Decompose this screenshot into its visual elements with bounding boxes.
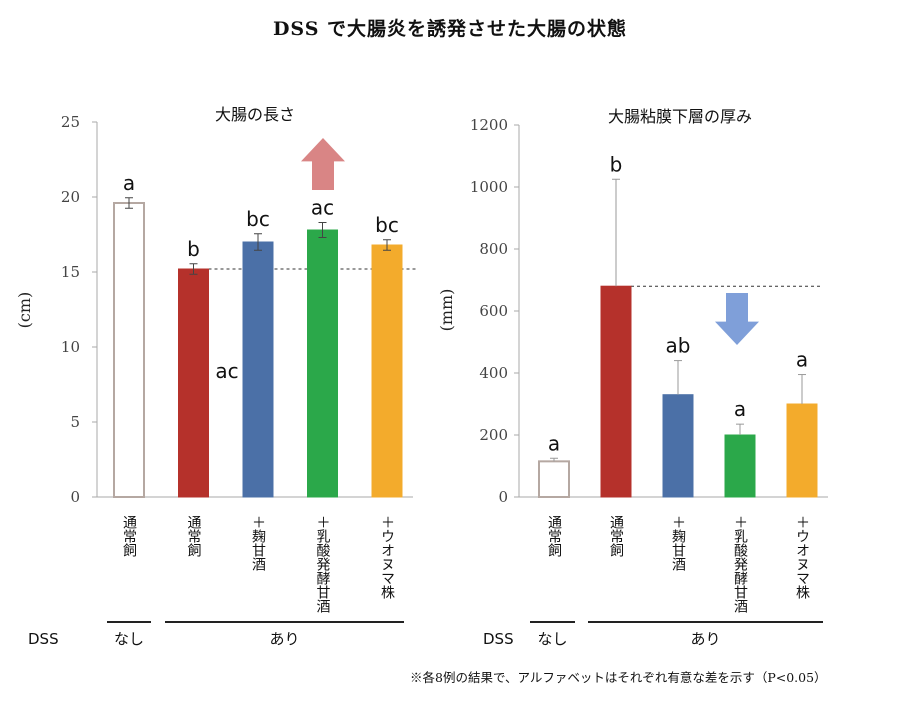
chart1-significance-label: ac	[311, 196, 334, 220]
chart2-bar	[538, 460, 570, 499]
chart2-bar	[662, 394, 694, 498]
chart2-down-arrow	[715, 293, 759, 345]
chart2-tick-label: 600	[479, 302, 508, 320]
chart2-significance-label: b	[610, 152, 623, 176]
chart1-tick-label: 20	[61, 188, 80, 206]
chart1-significance-label: bc	[375, 213, 399, 237]
chart2-tick-label: 0	[498, 488, 508, 506]
chart2-y-axis-label: (mm)	[437, 289, 456, 332]
chart1-up-arrow	[301, 138, 345, 190]
chart2-group-yes-label: あり	[690, 630, 720, 648]
chart1-group-yes-label: あり	[269, 630, 299, 648]
chart2-dss-label: DSS	[483, 630, 514, 648]
chart2-significance-label: ab	[666, 334, 691, 358]
chart1-bar	[307, 229, 338, 498]
chart1-tick-label: 25	[61, 113, 80, 131]
chart2-significance-label: a	[796, 348, 808, 372]
chart1-significance-label: b	[187, 237, 200, 261]
chart2-bar	[786, 403, 818, 498]
chart1-category-label: 通常飼	[121, 515, 137, 558]
footnote: ※各8例の結果で、アルファベットはそれぞれ有意な差を示す（P<0.05）	[410, 670, 827, 685]
chart2-tick-label: 800	[479, 240, 508, 258]
chart1-category-label: 通常飼	[186, 515, 202, 558]
chart1-bar	[242, 241, 274, 498]
chart1-tick-label: 15	[61, 263, 80, 281]
chart2-title: 大腸粘膜下層の厚み	[608, 107, 752, 126]
chart2-tick-label: 400	[479, 364, 508, 382]
chart1-significance-label: bc	[246, 207, 270, 231]
chart1-bar	[371, 244, 403, 498]
chart1-bar	[178, 268, 209, 498]
chart2-bar	[600, 285, 632, 498]
chart1-extra-annotation: ac	[215, 359, 238, 383]
chart1-tick-label: 0	[70, 488, 80, 506]
chart2-category-label: ＋ウオヌマ株	[794, 515, 810, 599]
chart2-significance-label: a	[548, 431, 560, 455]
chart1-group-none-label: なし	[114, 630, 144, 648]
page-title: DSS で大腸炎を誘発させた大腸の状態	[272, 18, 628, 40]
chart2-category-label: 通常飼	[546, 515, 562, 558]
chart2-bar	[724, 434, 756, 498]
chart1-category-label: ＋麹甘酒	[250, 515, 266, 571]
chart1-title: 大腸の長さ	[215, 105, 295, 124]
chart2-tick-label: 1200	[470, 116, 508, 134]
chart1-tick-label: 10	[61, 338, 80, 356]
chart1-y-axis-label: (cm)	[15, 292, 34, 329]
chart2-group-none-label: なし	[537, 630, 567, 648]
chart2-tick-label: 1000	[470, 178, 508, 196]
chart2-category-label: 通常飼	[608, 515, 624, 558]
chart2-category-label: ＋麹甘酒	[670, 515, 686, 571]
chart1-category-label: ＋ウオヌマ株	[379, 515, 395, 599]
chart1-category-label: ＋乳酸発酵甘酒	[315, 515, 331, 613]
chart1-bar	[113, 202, 145, 498]
chart1-dss-label: DSS	[28, 630, 59, 648]
chart1-tick-label: 5	[70, 413, 80, 431]
chart1-significance-label: a	[123, 171, 135, 195]
chart2-significance-label: a	[734, 397, 746, 421]
chart2-tick-label: 200	[479, 426, 508, 444]
chart2-category-label: ＋乳酸発酵甘酒	[732, 515, 748, 613]
